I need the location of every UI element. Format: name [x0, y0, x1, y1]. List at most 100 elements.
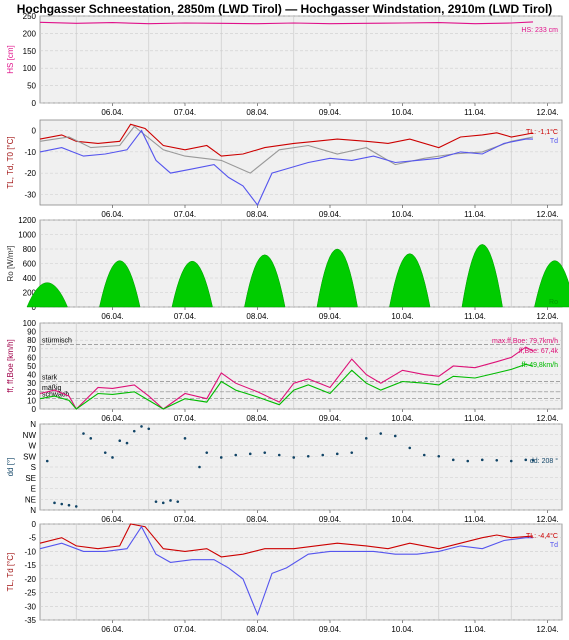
x-tick-label: 06.04.: [101, 108, 123, 117]
legend-entry: HS: 233 cm: [521, 27, 558, 34]
y-tick-label: 150: [23, 47, 37, 56]
dd-point: [234, 453, 238, 457]
dd-point: [103, 451, 107, 454]
x-tick-label: 08.04.: [246, 414, 268, 423]
x-tick-label: 11.04.: [464, 515, 486, 524]
dd-point: [364, 437, 368, 440]
x-tick-label: 08.04.: [246, 625, 268, 634]
y-tick-label: -35: [24, 616, 36, 625]
y-tick-label: S: [31, 463, 36, 472]
y-tick-label: 10: [27, 396, 36, 405]
y-tick-label: -30: [24, 190, 36, 199]
y-tick-label: 0: [32, 303, 37, 312]
ro-area-day: [316, 248, 358, 308]
legend-entry: Ro: [549, 299, 558, 306]
y-tick-label: 1000: [18, 231, 36, 240]
x-tick-label: 09.04.: [319, 210, 341, 219]
dd-point: [89, 437, 93, 440]
x-tick-label: 10.04.: [391, 312, 413, 321]
x-tick-label: 08.04.: [246, 312, 268, 321]
y-tick-label: 200: [23, 29, 37, 38]
y-axis-label: ff, ff,Boe [km/h]: [6, 339, 15, 393]
dd-point: [292, 456, 296, 459]
dd-point: [125, 441, 129, 445]
y-tick-label: N: [30, 420, 36, 429]
y-tick-label: -20: [24, 575, 36, 584]
ro-area-day: [171, 260, 213, 308]
legend-entry: ff: 49,8km/h: [522, 362, 559, 369]
dd-point: [140, 425, 143, 428]
x-tick-label: 06.04.: [101, 625, 123, 634]
dd-point: [60, 502, 64, 506]
x-tick-label: 10.04.: [391, 414, 413, 423]
wind-category-label: stark: [42, 374, 58, 381]
dd-point: [154, 500, 158, 503]
y-tick-label: -10: [24, 148, 36, 157]
y-axis-label: HS [cm]: [6, 45, 15, 73]
dd-point: [169, 499, 172, 502]
y-tick-label: -20: [24, 169, 36, 178]
wind-category-label: schwach: [42, 392, 69, 399]
dd-point: [437, 454, 441, 458]
x-tick-label: 11.04.: [464, 210, 486, 219]
y-tick-label: 30: [27, 379, 36, 388]
y-tick-label: SE: [25, 474, 36, 483]
dd-point: [198, 465, 201, 469]
ro-area-day: [461, 244, 503, 308]
y-axis-label: Ro [W/m²]: [6, 246, 15, 282]
legend-entry: Td: [550, 138, 558, 145]
dd-point: [74, 505, 78, 508]
dd-point: [393, 434, 397, 438]
x-tick-label: 09.04.: [319, 108, 341, 117]
y-tick-label: 60: [27, 353, 36, 362]
x-tick-label: 07.04.: [174, 108, 196, 117]
y-tick-label: 0: [32, 520, 37, 529]
panel-hs: [39, 15, 563, 104]
y-tick-label: -25: [24, 589, 36, 598]
dd-point: [118, 439, 122, 443]
dd-point: [263, 451, 267, 454]
dd-point: [67, 503, 71, 507]
y-tick-label: 50: [27, 362, 36, 371]
dd-point: [53, 501, 56, 505]
series-line-TL: [39, 123, 534, 157]
ro-area-day: [534, 260, 569, 308]
y-tick-label: E: [31, 485, 36, 494]
dd-point: [277, 453, 281, 457]
dd-point: [111, 456, 114, 459]
dd-point: [408, 446, 412, 450]
y-tick-label: -5: [29, 534, 37, 543]
y-tick-label: 0: [32, 405, 37, 414]
page-title: Hochgasser Schneestation, 2850m (LWD Tir…: [16, 2, 553, 16]
dd-point: [205, 451, 209, 454]
x-tick-label: 07.04.: [174, 210, 196, 219]
dd-point: [132, 429, 136, 433]
dd-point: [82, 432, 85, 435]
panel-temp: [39, 119, 563, 206]
y-tick-label: 90: [27, 328, 36, 337]
dd-point: [219, 456, 223, 459]
y-tick-label: 800: [23, 245, 37, 254]
y-tick-label: -10: [24, 547, 36, 556]
x-tick-label: 11.04.: [464, 312, 486, 321]
series-line-TL: [39, 523, 534, 558]
y-tick-label: 80: [27, 336, 36, 345]
dd-point: [147, 427, 151, 431]
y-tick-label: -15: [24, 561, 36, 570]
y-tick-label: 1200: [18, 216, 36, 225]
legend-entry: Td: [550, 542, 558, 549]
series-line-Td: [39, 129, 533, 207]
y-tick-label: 20: [27, 388, 36, 397]
y-tick-label: NE: [25, 495, 36, 504]
ro-area-day: [389, 253, 431, 308]
ro-area-day: [26, 282, 68, 308]
y-tick-label: 50: [27, 82, 36, 91]
y-tick-label: -30: [24, 602, 36, 611]
dd-point: [183, 437, 187, 440]
x-tick-label: 07.04.: [174, 414, 196, 423]
ro-area-day: [244, 254, 286, 308]
y-tick-label: N: [30, 506, 36, 515]
panel-temp2: [39, 523, 563, 621]
legend-entry: dd: 208 °: [530, 457, 558, 465]
